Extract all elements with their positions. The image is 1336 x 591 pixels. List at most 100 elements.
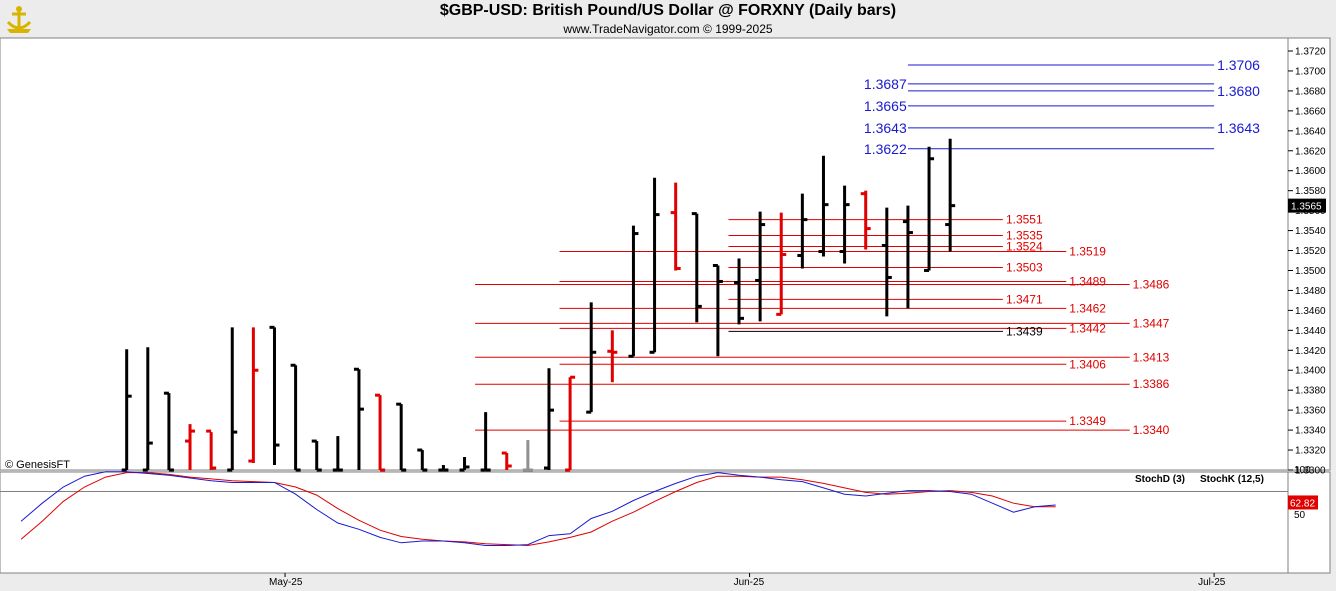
ohlc-bar — [417, 448, 428, 472]
ohlc-bar — [121, 349, 132, 472]
ohlc-bar — [945, 138, 956, 252]
price-tick-label: 1.3480 — [1295, 286, 1326, 297]
price-level-label: 1.3687 — [864, 76, 907, 92]
ohlc-bar — [734, 258, 745, 325]
ohlc-bar — [607, 330, 618, 383]
price-level-label: 1.3622 — [864, 141, 907, 157]
price-level-label: 1.3706 — [1217, 57, 1260, 73]
ohlc-bar — [924, 146, 935, 272]
price-tick-label: 1.3320 — [1295, 446, 1326, 457]
ohlc-bar — [860, 190, 871, 250]
ohlc-bar — [353, 367, 364, 470]
stochastic-tick-label: 100 — [1294, 465, 1311, 476]
price-tick-label: 1.3380 — [1295, 386, 1326, 397]
stochastic-value-label: 62.82 — [1290, 498, 1315, 509]
ohlc-bar — [227, 327, 238, 472]
ohlc-bar — [691, 212, 702, 323]
ohlc-bar — [142, 347, 153, 472]
stochastic-value-marker — [1288, 495, 1318, 510]
price-bars — [121, 138, 956, 472]
chart-subtitle: www.TradeNavigator.com © 1999-2025 — [563, 22, 773, 36]
price-tick-label: 1.3460 — [1295, 306, 1326, 317]
ohlc-bar — [248, 327, 259, 464]
price-level-label: 1.3503 — [1006, 260, 1043, 274]
ohlc-bar — [522, 440, 533, 472]
ohlc-bar — [839, 185, 850, 264]
price-level-label: 1.3524 — [1006, 240, 1043, 254]
price-level-label: 1.3471 — [1006, 292, 1043, 306]
ohlc-bar — [459, 457, 470, 472]
ohlc-bar — [902, 205, 913, 309]
ohlc-bar — [206, 429, 217, 470]
price-tick-label: 1.3300 — [1295, 466, 1326, 477]
price-level-label: 1.3413 — [1133, 350, 1170, 364]
ohlc-bar — [543, 368, 554, 470]
date-axis: May-25 Jun-25 Jul-25 — [269, 573, 1226, 588]
price-level-label: 1.3439 — [1006, 324, 1043, 338]
chart-panels — [0, 37, 1331, 574]
price-tick-label: 1.3700 — [1295, 66, 1326, 77]
price-level-label: 1.3406 — [1069, 357, 1106, 371]
date-tick-label: Jun-25 — [734, 577, 765, 588]
stochastic-line-k — [20, 471, 1056, 546]
ohlc-bar — [797, 193, 808, 269]
price-level-label: 1.3486 — [1133, 277, 1170, 291]
stochastic-panel-bg — [0, 471, 1289, 574]
price-level-label: 1.3386 — [1133, 377, 1170, 391]
price-levels: 1.3706 1.3687 1.3680 1.3665 1.3643 1.3643 1.36… — [475, 57, 1260, 437]
ohlc-bar — [649, 177, 660, 354]
price-level-label: 1.3643 — [864, 120, 907, 136]
date-tick-label: Jul-25 — [1198, 577, 1226, 588]
price-level-label: 1.3447 — [1133, 316, 1170, 330]
price-tick-label: 1.3520 — [1295, 246, 1326, 257]
ohlc-bar — [628, 225, 639, 358]
price-tick-label: 1.3600 — [1295, 166, 1326, 177]
ohlc-bar — [565, 375, 576, 472]
price-tick-label: 1.3660 — [1295, 106, 1326, 117]
price-level-label: 1.3680 — [1217, 83, 1260, 99]
ohlc-bar — [501, 451, 512, 470]
ohlc-bar — [290, 363, 301, 472]
ohlc-bar — [670, 182, 681, 271]
date-tick-label: May-25 — [269, 577, 303, 588]
price-level-label: 1.3349 — [1069, 414, 1106, 428]
price-tick-label: 1.3680 — [1295, 86, 1326, 97]
price-level-label: 1.3340 — [1133, 423, 1170, 437]
price-level-label: 1.3519 — [1069, 245, 1106, 259]
price-tick-label: 1.3500 — [1295, 266, 1326, 277]
ohlc-bar — [438, 465, 449, 472]
price-tick-label: 1.3640 — [1295, 126, 1326, 137]
ohlc-bar — [776, 212, 787, 316]
price-tick-label: 1.3580 — [1295, 186, 1326, 197]
price-level-label: 1.3665 — [864, 98, 907, 114]
ohlc-bar — [818, 155, 829, 257]
price-tick-label: 1.3620 — [1295, 146, 1326, 157]
price-level-label: 1.3442 — [1069, 321, 1106, 335]
price-tick-label: 1.3440 — [1295, 326, 1326, 337]
price-tick-label: 1.3400 — [1295, 366, 1326, 377]
stochastic-panel: 100 50 StochD (3) StochK (12,5) 62.82 — [0, 465, 1318, 547]
ohlc-bar — [396, 402, 407, 472]
ohlc-bar — [311, 439, 322, 472]
price-tick-label: 1.3420 — [1295, 346, 1326, 357]
ohlc-bar — [163, 391, 174, 472]
price-level-label: 1.3643 — [1217, 120, 1260, 136]
price-level-label: 1.3551 — [1006, 213, 1043, 227]
price-panel-bg — [0, 37, 1289, 471]
price-axis: 1.3720 1.3700 1.3680 1.3660 1.3640 1.3620 1.36… — [1288, 47, 1326, 477]
ohlc-bar — [185, 424, 196, 470]
price-axis-bg — [1287, 37, 1331, 471]
last-price-label: 1.3565 — [1291, 202, 1322, 213]
stochastic-legend-entry: StochK (12,5) — [1200, 474, 1264, 485]
price-tick-label: 1.3720 — [1295, 47, 1326, 58]
price-level-label: 1.3489 — [1069, 274, 1106, 288]
ohlc-bar — [375, 393, 386, 472]
title-bar: $GBP-USD: British Pound/US Dollar @ FORX… — [0, 0, 1336, 38]
ohlc-bar — [881, 207, 892, 317]
chart-title: $GBP-USD: British Pound/US Dollar @ FORX… — [439, 2, 897, 19]
ohlc-bar — [269, 325, 280, 466]
price-tick-label: 1.3340 — [1295, 426, 1326, 437]
watermark: © GenesisFT — [5, 459, 70, 471]
ohlc-bar — [755, 211, 766, 322]
